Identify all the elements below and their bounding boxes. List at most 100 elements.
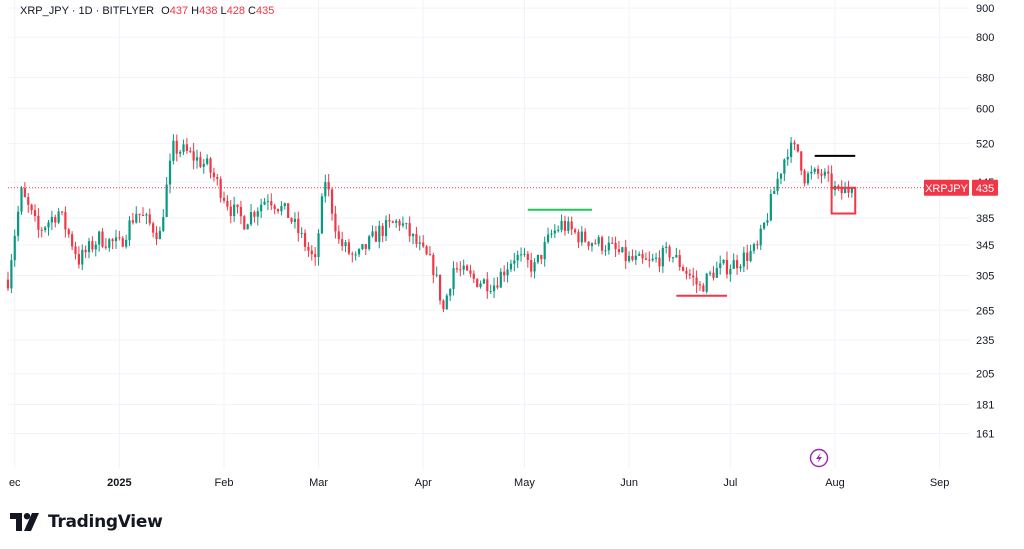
candle-body — [519, 254, 523, 256]
lightning-icon[interactable] — [809, 448, 829, 468]
candle-body — [614, 242, 617, 250]
candle-body — [222, 197, 226, 201]
y-tick-label: 900 — [976, 3, 994, 15]
candle-body — [695, 277, 698, 285]
candle-body — [310, 250, 313, 255]
candle-body — [462, 265, 465, 270]
candle-body — [479, 283, 482, 287]
candle-body — [162, 216, 165, 231]
candle-body — [189, 150, 192, 152]
y-tick-label: 181 — [976, 400, 994, 412]
candle-body — [293, 218, 297, 222]
candle-body — [817, 168, 820, 174]
high-label: H — [191, 5, 200, 17]
candle-body — [685, 270, 688, 274]
candle-body — [465, 265, 469, 271]
candle-body — [98, 231, 101, 245]
candle-body — [324, 182, 327, 197]
candle-body — [81, 249, 84, 265]
candle-body — [374, 231, 378, 242]
candle-body — [850, 187, 853, 193]
candle-body — [692, 275, 695, 278]
candle-body — [806, 173, 810, 184]
candle-body — [37, 215, 40, 230]
candle-body — [800, 151, 803, 171]
candle-body — [513, 260, 516, 264]
candle-body — [297, 218, 300, 234]
candle-body — [263, 201, 266, 205]
candle-body — [587, 241, 590, 247]
candle-body — [671, 257, 675, 259]
candle-body — [249, 212, 253, 225]
candle-body — [665, 246, 668, 248]
candle-body — [590, 243, 594, 247]
x-tick-label: Aug — [825, 477, 845, 489]
candle-body — [114, 237, 118, 242]
candle-body — [101, 231, 104, 247]
candle-body — [624, 247, 627, 262]
candle-body — [300, 232, 303, 234]
x-tick-label: Jul — [723, 477, 737, 489]
y-tick-label: 520 — [976, 139, 994, 151]
y-tick-label: 265 — [976, 305, 994, 317]
candle-body — [236, 204, 239, 207]
candle-body — [378, 225, 381, 242]
candle-body — [486, 279, 489, 292]
candle-body — [536, 254, 540, 263]
candle-body — [253, 212, 256, 217]
candle-body — [550, 233, 553, 235]
candle-body — [185, 144, 188, 151]
candle-body — [530, 260, 533, 272]
low-label: L — [220, 5, 227, 17]
candle-body — [648, 259, 651, 261]
candle-body — [553, 230, 556, 234]
candle-body — [165, 184, 168, 217]
candle-body — [202, 163, 205, 167]
candle-body — [94, 244, 97, 250]
candle-body — [20, 188, 23, 212]
candle-body — [722, 259, 725, 264]
candle-body — [790, 142, 793, 157]
time-axis[interactable]: ec 2025 Feb Mar Apr May Jun Jul Aug Sep — [9, 477, 949, 489]
candle-body — [303, 232, 307, 247]
candle-body — [533, 262, 536, 272]
candle-body — [459, 269, 462, 271]
candle-body — [705, 273, 708, 292]
candle-body — [719, 263, 722, 269]
candle-body — [192, 151, 195, 161]
candle-body — [509, 263, 513, 270]
symbol-tag-label: XRPJPY — [925, 183, 968, 195]
candle-body — [57, 211, 60, 223]
candle-body — [168, 160, 172, 185]
candle-body — [449, 289, 452, 296]
candle-body — [563, 220, 567, 231]
candle-body — [67, 229, 70, 235]
candle-body — [675, 255, 678, 258]
candle-body — [47, 222, 50, 228]
candle-body — [104, 246, 107, 248]
candle-body — [526, 253, 529, 261]
candle-body — [354, 254, 357, 256]
candle-body — [516, 254, 519, 261]
candle-body — [678, 255, 681, 268]
candle-body — [435, 274, 438, 276]
candle-body — [827, 171, 830, 174]
candle-body — [121, 238, 124, 247]
high-value: 438 — [199, 5, 218, 17]
candle-body — [128, 220, 131, 240]
candle-body — [567, 221, 570, 231]
candle-body — [688, 273, 691, 276]
candle-body — [239, 206, 243, 217]
candle-body — [847, 187, 850, 193]
candle-body — [492, 285, 496, 292]
candle-body — [786, 156, 789, 160]
candle-body — [172, 140, 175, 161]
y-tick-label: 305 — [976, 271, 994, 283]
price-axis[interactable]: 9008006806005204453853453052652352051811… — [976, 3, 994, 440]
y-tick-label: 680 — [976, 72, 994, 84]
candle-body — [77, 254, 80, 265]
candle-body — [621, 247, 624, 253]
tradingview-brand[interactable]: TradingView — [10, 512, 163, 532]
candle-body — [256, 211, 259, 217]
